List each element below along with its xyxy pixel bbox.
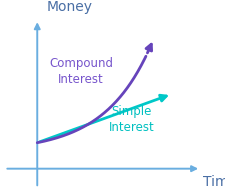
Text: Compound
Interest: Compound Interest <box>49 57 113 86</box>
Text: Simple
Interest: Simple Interest <box>109 105 155 134</box>
Text: Time: Time <box>203 175 225 189</box>
Text: Money: Money <box>46 0 92 14</box>
